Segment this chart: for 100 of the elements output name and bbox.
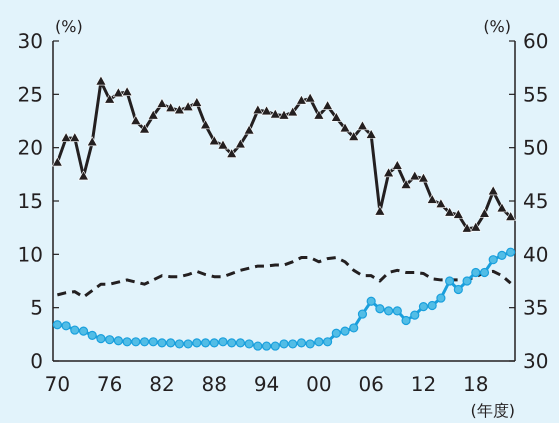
point [444, 206, 455, 217]
y-axis-title: (%) [55, 17, 83, 36]
point [218, 337, 228, 346]
point [332, 328, 341, 338]
point [78, 326, 88, 336]
point [270, 341, 280, 351]
point [122, 86, 132, 96]
y-tick-label: 15 [18, 189, 43, 213]
point [156, 98, 168, 108]
point [479, 208, 490, 218]
point [418, 172, 429, 182]
point [192, 97, 202, 107]
point [192, 338, 202, 348]
point [409, 170, 420, 180]
point [279, 339, 289, 349]
point [140, 337, 150, 346]
point [436, 293, 446, 303]
x-tick-label: 82 [149, 372, 175, 396]
point [296, 94, 307, 105]
point [488, 186, 499, 196]
point [480, 268, 490, 278]
point [366, 296, 376, 306]
point [384, 306, 394, 316]
y-tick-label: 20 [18, 136, 43, 160]
point [348, 131, 360, 141]
point [306, 339, 315, 349]
point [174, 339, 184, 349]
point [436, 198, 446, 208]
point [428, 300, 437, 310]
point [174, 104, 185, 114]
y2-tick-label: 60 [523, 29, 548, 53]
point [105, 335, 114, 344]
point [88, 330, 97, 340]
y2-tick-label: 55 [523, 82, 548, 106]
point [235, 138, 246, 148]
point [445, 276, 454, 286]
point [392, 160, 403, 170]
point [52, 156, 63, 166]
point [70, 325, 80, 335]
point [374, 206, 386, 216]
point [182, 101, 194, 111]
y2-tick-label: 40 [523, 242, 548, 266]
point [375, 304, 384, 314]
point [400, 179, 412, 189]
point [322, 100, 333, 110]
point [392, 306, 402, 316]
point [253, 341, 262, 351]
point [366, 129, 376, 139]
point [227, 338, 236, 348]
point [157, 338, 167, 348]
x-axis-title: (年度) [470, 401, 515, 420]
point [131, 337, 140, 346]
x-tick-label: 94 [254, 372, 280, 396]
point [60, 132, 72, 142]
y2-tick-label: 30 [523, 349, 548, 373]
point [488, 255, 498, 264]
point [462, 276, 472, 286]
point [505, 211, 516, 221]
y-tick-label: 30 [18, 29, 43, 53]
point [322, 337, 332, 346]
point [86, 136, 98, 146]
y2-tick-label: 50 [523, 136, 548, 160]
y2-axis-title: (%) [483, 17, 511, 36]
point [287, 106, 298, 116]
point [288, 339, 298, 349]
x-tick-label: 06 [358, 372, 384, 396]
point [218, 140, 228, 150]
point [52, 320, 62, 330]
x-tick-label: 18 [463, 372, 488, 396]
point [270, 108, 281, 118]
point [139, 124, 150, 134]
point [331, 112, 342, 122]
point [244, 124, 254, 134]
point [296, 338, 306, 348]
point [357, 120, 368, 130]
x-tick-label: 12 [410, 372, 436, 396]
point [236, 338, 246, 348]
point [226, 148, 237, 158]
point [453, 209, 464, 219]
point [304, 92, 316, 102]
point [113, 87, 124, 98]
point [148, 110, 159, 120]
point [358, 309, 368, 319]
point [401, 316, 411, 326]
y-tick-label: 25 [18, 82, 43, 106]
point [210, 338, 219, 348]
point [252, 104, 264, 114]
point [69, 132, 80, 142]
point [261, 106, 272, 116]
y2-tick-label: 35 [523, 296, 548, 320]
point [314, 110, 324, 120]
point [104, 94, 115, 104]
x-tick-label: 76 [96, 372, 122, 396]
point [454, 284, 463, 294]
point [61, 321, 71, 330]
point [340, 122, 350, 132]
point [418, 302, 428, 312]
point [471, 268, 480, 278]
y-tick-label: 10 [18, 242, 43, 266]
point [122, 337, 132, 346]
